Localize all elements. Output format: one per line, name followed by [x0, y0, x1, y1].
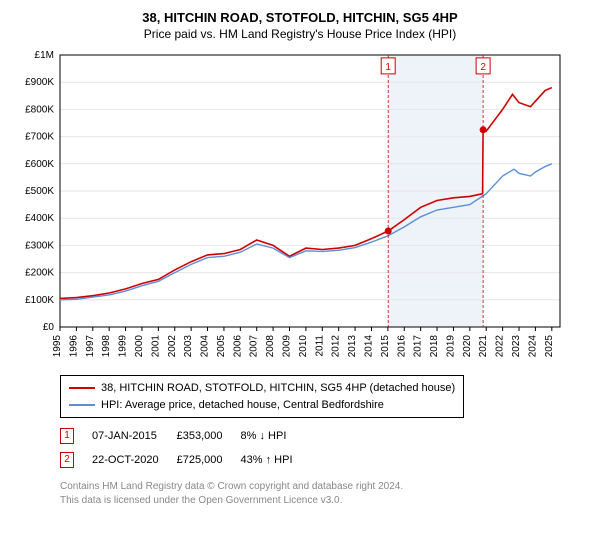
sale-price: £725,000: [177, 448, 241, 472]
svg-text:£800K: £800K: [25, 104, 54, 115]
svg-text:£900K: £900K: [25, 77, 54, 88]
sale-delta: 8% ↓ HPI: [241, 424, 311, 448]
svg-text:2004: 2004: [200, 335, 211, 358]
svg-text:2002: 2002: [167, 335, 178, 358]
svg-text:2019: 2019: [445, 335, 456, 358]
svg-text:2024: 2024: [527, 335, 538, 358]
svg-text:£700K: £700K: [25, 132, 54, 143]
footer-line-1: Contains HM Land Registry data © Crown c…: [60, 480, 590, 494]
svg-text:2008: 2008: [265, 335, 276, 358]
sale-date: 22-OCT-2020: [92, 448, 177, 472]
table-row: 1 07-JAN-2015£353,0008% ↓ HPI: [60, 424, 311, 448]
sale-delta: 43% ↑ HPI: [241, 448, 311, 472]
svg-text:2016: 2016: [396, 335, 407, 358]
legend-swatch: [69, 387, 95, 389]
sale-marker: 2: [60, 452, 74, 468]
svg-text:2025: 2025: [544, 335, 555, 358]
sales-table: 1 07-JAN-2015£353,0008% ↓ HPI 2 22-OCT-2020…: [60, 424, 311, 472]
chart-title: 38, HITCHIN ROAD, STOTFOLD, HITCHIN, SG5…: [10, 10, 590, 25]
svg-text:1998: 1998: [101, 335, 112, 358]
legend-label: 38, HITCHIN ROAD, STOTFOLD, HITCHIN, SG5…: [101, 380, 455, 397]
svg-text:2022: 2022: [495, 335, 506, 358]
svg-text:2003: 2003: [183, 335, 194, 358]
svg-text:£1M: £1M: [35, 50, 54, 61]
svg-text:2021: 2021: [478, 335, 489, 358]
svg-text:£400K: £400K: [25, 213, 54, 224]
footer-line-2: This data is licensed under the Open Gov…: [60, 494, 590, 508]
svg-text:2017: 2017: [413, 335, 424, 358]
svg-text:£0: £0: [43, 322, 55, 333]
svg-text:2020: 2020: [462, 335, 473, 358]
price-chart: £0 £100K £200K £300K £400K £500K £600K £700K £80…: [10, 47, 590, 367]
legend-label: HPI: Average price, detached house, Cent…: [101, 397, 384, 414]
svg-text:£500K: £500K: [25, 186, 54, 197]
svg-text:2005: 2005: [216, 335, 227, 358]
sale-marker: 1: [60, 428, 74, 444]
svg-text:2014: 2014: [363, 335, 374, 358]
legend-swatch: [69, 404, 95, 406]
svg-text:1996: 1996: [68, 335, 79, 358]
svg-text:2012: 2012: [331, 335, 342, 358]
svg-text:£600K: £600K: [25, 159, 54, 170]
svg-text:2011: 2011: [314, 335, 325, 357]
svg-text:2: 2: [480, 62, 486, 73]
chart-subtitle: Price paid vs. HM Land Registry's House …: [10, 27, 590, 41]
svg-text:2010: 2010: [298, 335, 309, 358]
sale-price: £353,000: [177, 424, 241, 448]
svg-text:2007: 2007: [249, 335, 260, 358]
svg-text:2015: 2015: [380, 335, 391, 358]
svg-text:1: 1: [385, 62, 391, 73]
svg-text:2001: 2001: [150, 335, 161, 358]
svg-text:1999: 1999: [118, 335, 129, 358]
table-row: 2 22-OCT-2020£725,00043% ↑ HPI: [60, 448, 311, 472]
legend-row: HPI: Average price, detached house, Cent…: [69, 397, 455, 414]
legend-row: 38, HITCHIN ROAD, STOTFOLD, HITCHIN, SG5…: [69, 380, 455, 397]
svg-text:£200K: £200K: [25, 268, 54, 279]
svg-text:2006: 2006: [232, 335, 243, 358]
svg-text:1997: 1997: [85, 335, 96, 358]
svg-text:£300K: £300K: [25, 240, 54, 251]
svg-text:£100K: £100K: [25, 295, 54, 306]
svg-text:2009: 2009: [282, 335, 293, 358]
svg-text:2013: 2013: [347, 335, 358, 358]
svg-text:2018: 2018: [429, 335, 440, 358]
sale-date: 07-JAN-2015: [92, 424, 177, 448]
legend: 38, HITCHIN ROAD, STOTFOLD, HITCHIN, SG5…: [60, 375, 464, 418]
svg-text:2023: 2023: [511, 335, 522, 358]
footer-attribution: Contains HM Land Registry data © Crown c…: [60, 480, 590, 508]
svg-text:2000: 2000: [134, 335, 145, 358]
svg-text:1995: 1995: [52, 335, 63, 358]
